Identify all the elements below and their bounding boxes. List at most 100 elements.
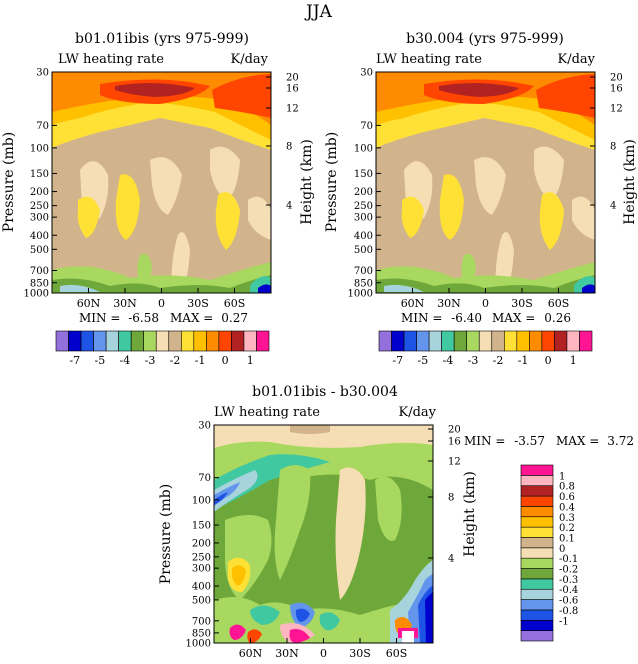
colorbar-label: -0.2 bbox=[559, 565, 578, 576]
y-tick-label: 300 bbox=[354, 213, 373, 224]
colorbar-swatch bbox=[520, 599, 554, 611]
y-tick-label: 400 bbox=[30, 231, 49, 242]
panel-1-ylabel: Pressure (mb) bbox=[1, 132, 17, 232]
figure-title: JJA bbox=[304, 2, 333, 22]
panel-1-min-value: -6.58 bbox=[128, 311, 159, 325]
panel-2-min-value: -6.40 bbox=[451, 311, 482, 325]
colorbar-label: -3 bbox=[468, 354, 479, 367]
y-tick-label: 300 bbox=[192, 564, 211, 575]
panel-3-plot bbox=[214, 425, 433, 643]
colorbar-swatch bbox=[206, 330, 220, 352]
y-tick-label: 200 bbox=[192, 538, 211, 549]
colorbar-swatch bbox=[529, 330, 543, 352]
panel-2-plot bbox=[376, 72, 595, 293]
y-tick-label: 150 bbox=[30, 169, 49, 180]
colorbar-swatch bbox=[466, 330, 480, 352]
height-tick-label: 16 bbox=[610, 84, 623, 95]
height-tick-label: 8 bbox=[448, 493, 454, 504]
y-tick-label: 150 bbox=[354, 169, 373, 180]
colorbar-swatch bbox=[168, 330, 182, 352]
panel-1: b01.01ibis (yrs 975-999) LW heating rate… bbox=[1, 31, 315, 367]
colorbar-label: 0 bbox=[559, 544, 565, 555]
panel-3-stats: MIN = -3.57 MAX = 3.72 bbox=[464, 434, 634, 448]
x-tick-label: 0 bbox=[158, 297, 165, 310]
colorbar-label: 0 bbox=[545, 354, 552, 367]
panel-2-xticks: 60N 30N 0 30S 60S bbox=[401, 288, 569, 310]
panel-3-ylabel: Pressure (mb) bbox=[158, 484, 174, 584]
colorbar-label: -0.3 bbox=[559, 575, 578, 586]
colorbar-swatch bbox=[118, 330, 132, 352]
panel-1-colorbar: -7 -5 -4 -3 -2 -1 0 1 bbox=[55, 330, 270, 367]
panel-3-title: b01.01ibis - b30.004 bbox=[252, 384, 398, 400]
panel-2-subtitle-left: LW heating rate bbox=[376, 52, 482, 67]
panel-3-min-value: -3.57 bbox=[514, 434, 545, 448]
colorbar-label: 0.4 bbox=[559, 502, 575, 513]
y-tick-label: 250 bbox=[354, 201, 373, 212]
colorbar-swatch bbox=[441, 330, 455, 352]
colorbar-swatch bbox=[520, 557, 554, 569]
height-tick-label: 4 bbox=[610, 201, 616, 212]
colorbar-label: 1 bbox=[247, 354, 254, 367]
y-tick-label: 250 bbox=[30, 201, 49, 212]
panel-2: b30.004 (yrs 975-999) LW heating rate K/… bbox=[324, 31, 638, 367]
colorbar-swatch bbox=[68, 330, 82, 352]
colorbar-swatch bbox=[453, 330, 468, 352]
colorbar-swatch bbox=[403, 330, 417, 352]
height-tick-label: 16 bbox=[448, 437, 461, 448]
x-tick-label: 30S bbox=[187, 297, 209, 310]
height-tick-label: 4 bbox=[286, 201, 292, 212]
x-tick-label: 30N bbox=[275, 647, 299, 660]
x-tick-label: 30S bbox=[349, 647, 371, 660]
y-tick-label: 400 bbox=[354, 231, 373, 242]
colorbar-swatch bbox=[520, 506, 554, 518]
x-tick-label: 30N bbox=[437, 297, 461, 310]
panel-2-max-label: MAX = bbox=[492, 311, 535, 325]
y-tick-label: 100 bbox=[30, 143, 49, 154]
panel-3-min-label: MIN = bbox=[464, 434, 505, 448]
y-tick-label: 850 bbox=[192, 628, 211, 639]
height-tick-label: 20 bbox=[448, 425, 461, 436]
colorbar-label: 0.2 bbox=[559, 523, 575, 534]
colorbar-label: 0.8 bbox=[559, 482, 575, 493]
x-tick-label: 60N bbox=[401, 297, 425, 310]
colorbar-swatch bbox=[243, 330, 257, 352]
y-tick-label: 500 bbox=[30, 245, 49, 256]
x-tick-label: 0 bbox=[482, 297, 489, 310]
panel-1-min-label: MIN = bbox=[79, 311, 120, 325]
panel-3-ylabel-right: Height (km) bbox=[462, 471, 478, 557]
height-tick-label: 8 bbox=[610, 142, 616, 153]
height-tick-label: 8 bbox=[286, 142, 292, 153]
y-tick-label: 30 bbox=[36, 68, 49, 79]
colorbar-swatch bbox=[491, 330, 505, 352]
colorbar-label: -2 bbox=[170, 354, 181, 367]
colorbar-label: 0 bbox=[222, 354, 229, 367]
colorbar-label: -0.6 bbox=[559, 596, 578, 607]
colorbar-label: -1 bbox=[559, 616, 569, 627]
colorbar-swatch bbox=[503, 330, 518, 352]
height-tick-label: 20 bbox=[286, 73, 299, 84]
y-tick-label: 300 bbox=[30, 213, 49, 224]
colorbar-label: 1 bbox=[570, 354, 577, 367]
panel-1-xticks: 60N 30N 0 30S 60S bbox=[77, 288, 245, 310]
panel-2-min-label: MIN = bbox=[401, 311, 442, 325]
y-tick-label: 400 bbox=[192, 582, 211, 593]
y-tick-label: 70 bbox=[198, 473, 211, 484]
panel-1-plot bbox=[52, 72, 271, 293]
colorbar-swatch bbox=[541, 330, 555, 352]
panel-3-subtitle-right: K/day bbox=[398, 405, 436, 420]
y-tick-label: 250 bbox=[192, 552, 211, 563]
colorbar-swatch bbox=[378, 330, 392, 352]
colorbar-label: -7 bbox=[69, 354, 80, 367]
colorbar-label: -5 bbox=[94, 354, 105, 367]
colorbar-swatch bbox=[520, 526, 554, 538]
panel-1-max-value: 0.27 bbox=[221, 311, 248, 325]
colorbar-swatch bbox=[520, 568, 554, 580]
colorbar-label: -4 bbox=[443, 354, 454, 367]
colorbar-swatch bbox=[478, 330, 493, 352]
x-tick-label: 60S bbox=[386, 647, 408, 660]
height-tick-label: 12 bbox=[610, 104, 623, 115]
